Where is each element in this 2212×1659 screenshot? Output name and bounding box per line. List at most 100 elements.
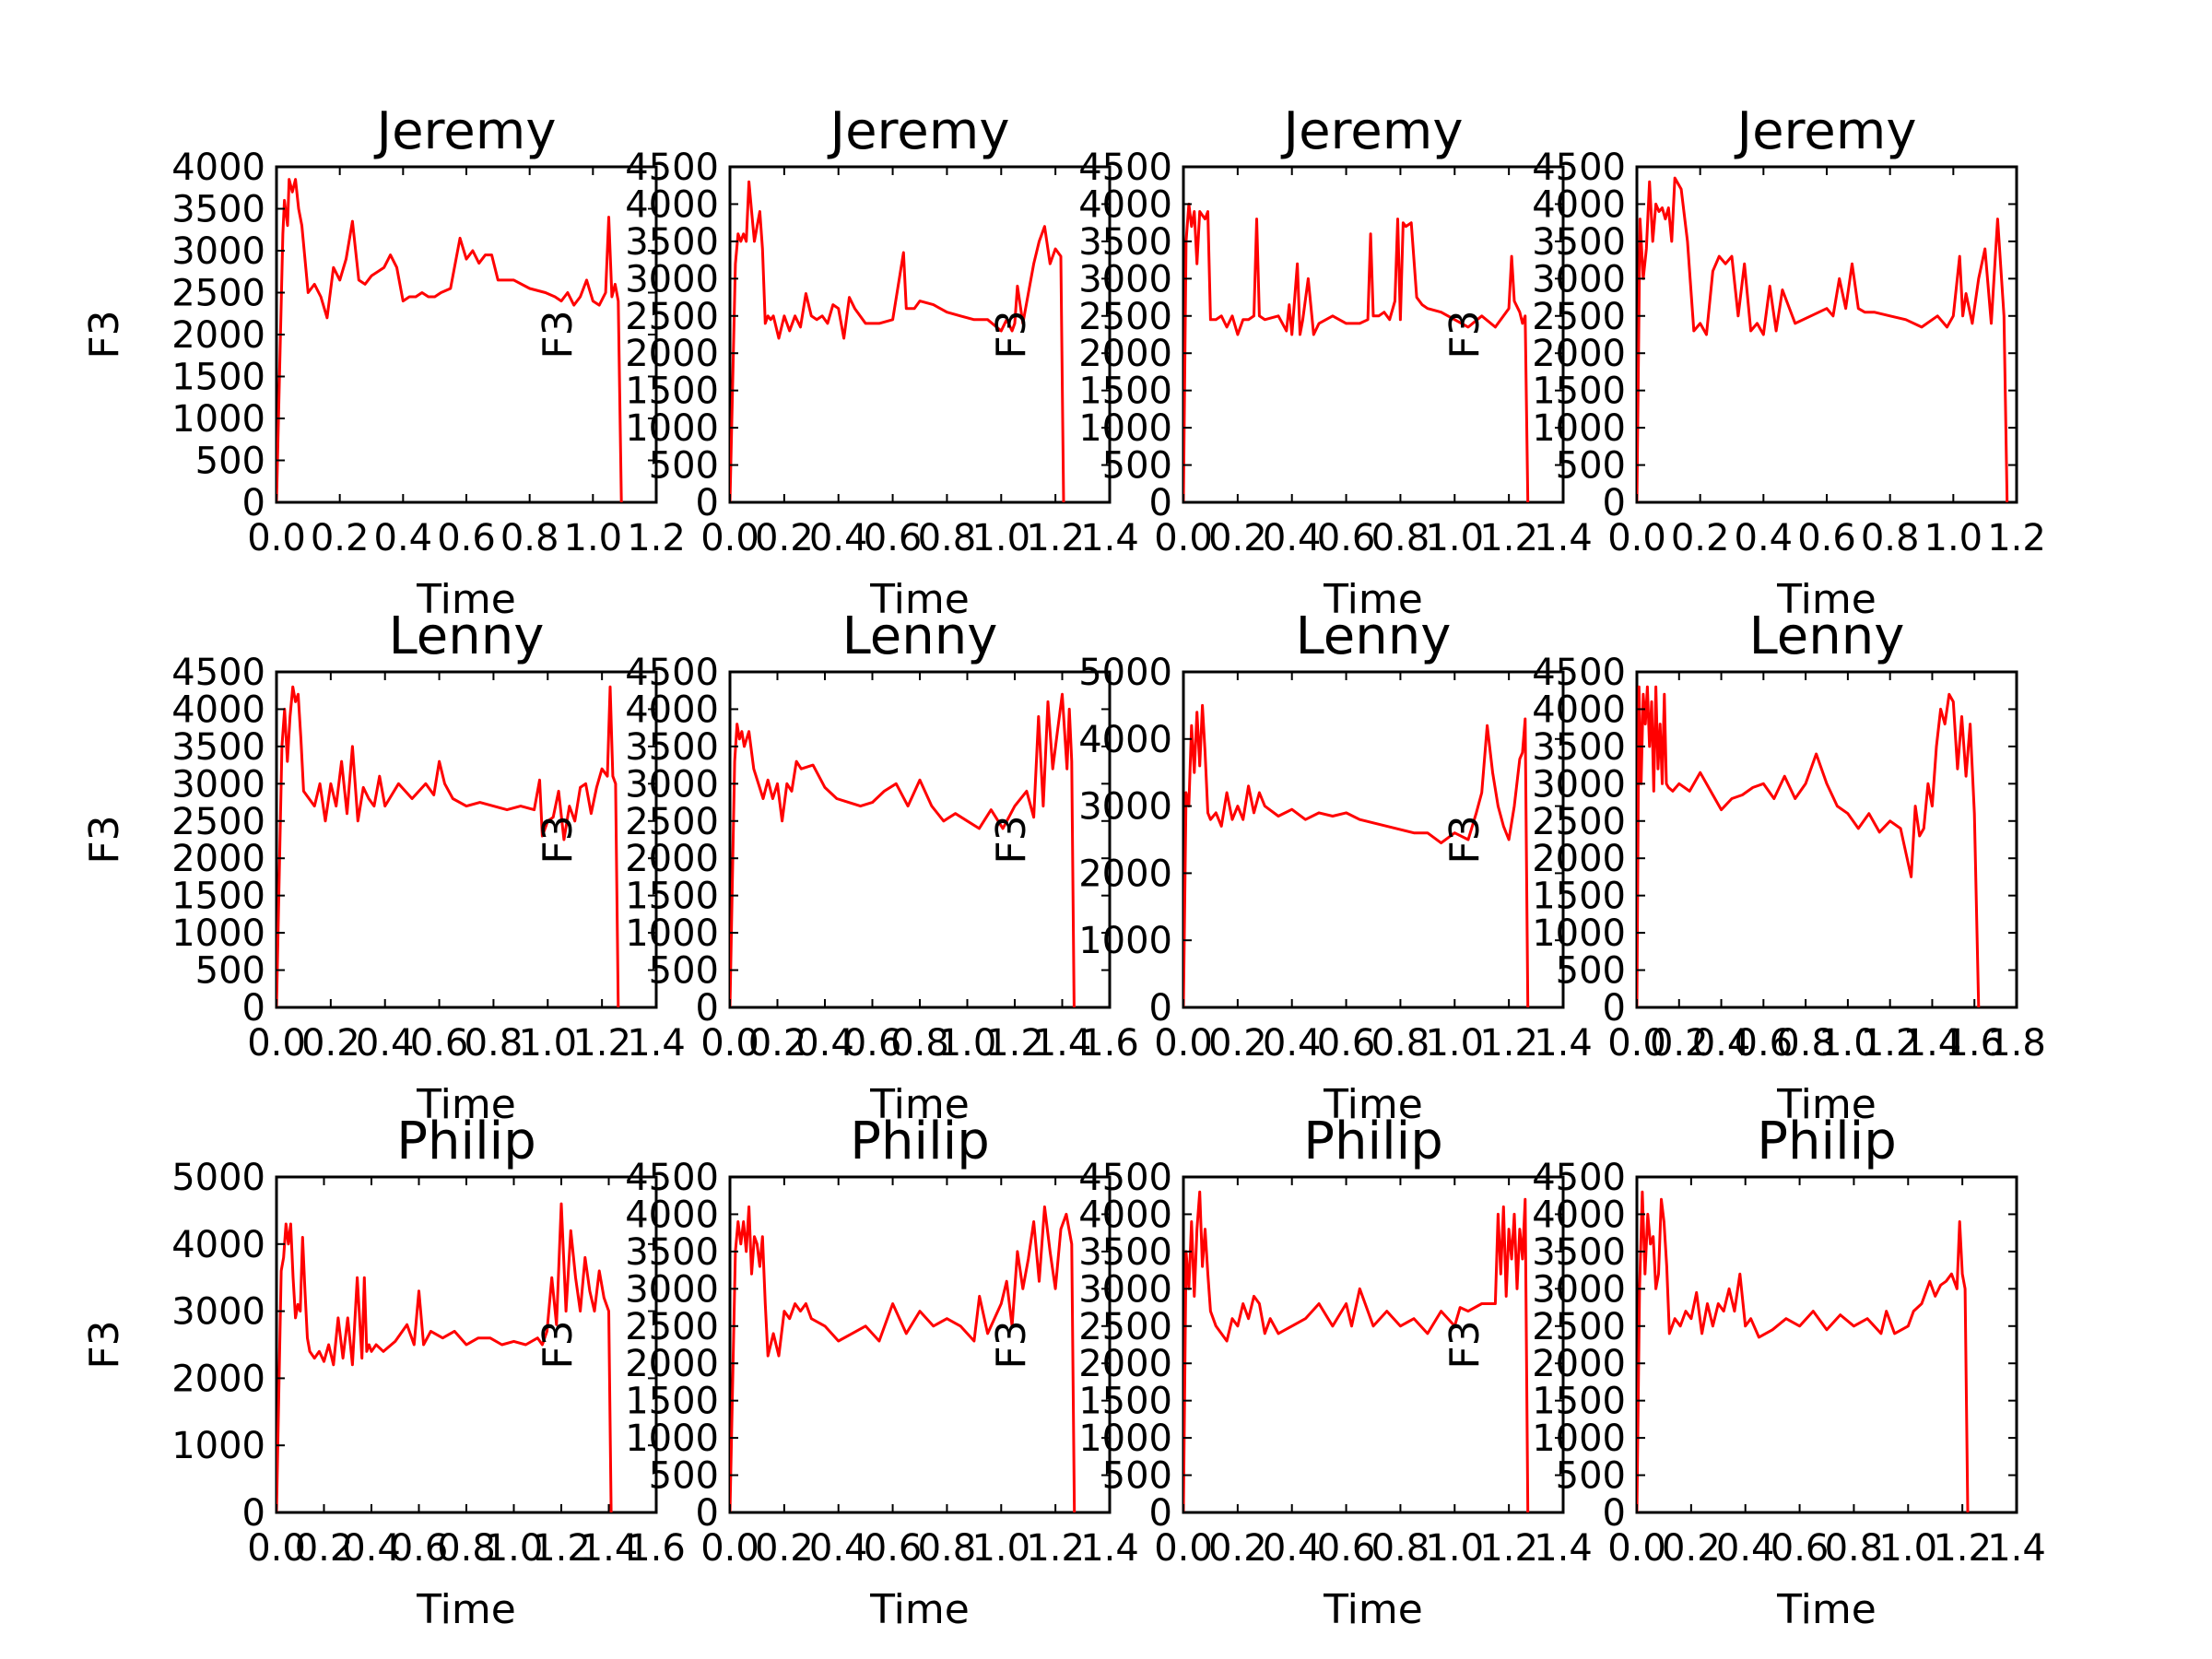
subplot-5-xtick-label-5: 0.8	[465, 1022, 524, 1065]
subplot-4-ytick-label-10: 4500	[1532, 147, 1626, 189]
subplot-9-ytick-label-1: 0	[242, 1492, 265, 1535]
subplot-12-ytick-label-10: 4500	[1532, 1157, 1626, 1199]
subplot-5-xtick-label-1: 0.0	[247, 1022, 306, 1065]
subplot-11-ytick-label-3: 1000	[1078, 1418, 1172, 1460]
subplot-1-ylabel: F3	[81, 310, 128, 359]
subplot-1-ytick-label-1: 0	[242, 482, 265, 524]
subplot-10-axes-frame	[728, 1175, 1112, 1514]
subplot-5-ytick-label-3: 1000	[171, 912, 265, 955]
subplot-11-xtick-label-8: 1.4	[1534, 1527, 1593, 1570]
subplot-9-xtick-label-4: 0.6	[390, 1527, 449, 1570]
subplot-11-xtick-label-1: 0.0	[1154, 1527, 1213, 1570]
subplot-10-ytick-label-3: 1000	[625, 1418, 719, 1460]
subplot-7-ytick-label-1: 0	[1149, 987, 1172, 1030]
subplot-10-ytick-label-7: 3000	[625, 1268, 719, 1311]
subplot-1-ytick-label-7: 3000	[171, 230, 265, 273]
subplot-3-ytick-label-3: 1000	[1078, 407, 1172, 450]
subplot-2-xtick-label-5: 0.8	[918, 517, 977, 559]
subplot-9-ytick-label-2: 1000	[171, 1425, 265, 1467]
subplot-11-ytick-label-6: 2500	[1078, 1306, 1172, 1348]
subplot-11-ytick-label-8: 3500	[1078, 1231, 1172, 1274]
subplot-1-axes-frame	[275, 165, 658, 504]
subplot-4-title: Jeremy	[1735, 101, 1917, 161]
subplot-11-ytick-label-4: 1500	[1078, 1381, 1172, 1423]
subplot-5-ytick-label-4: 1500	[171, 876, 265, 918]
subplot-2-axes-frame	[728, 165, 1112, 504]
subplot-5-xtick-label-8: 1.4	[627, 1022, 686, 1065]
subplot-5-xtick-label-6: 1.0	[518, 1022, 577, 1065]
subplot-6-ytick-label-4: 1500	[625, 876, 719, 918]
subplot-2-xtick-label-2: 0.2	[755, 517, 814, 559]
subplot-10-ytick-label-6: 2500	[625, 1306, 719, 1348]
subplot-12-ylabel: F3	[1441, 1320, 1488, 1369]
subplot-4-series-line-1	[1637, 176, 2009, 503]
subplot-3-ytick-label-4: 1500	[1078, 371, 1172, 413]
subplot-12-xtick-label-2: 0.2	[1662, 1527, 1721, 1570]
subplot-12-xtick-label-3: 0.4	[1716, 1527, 1775, 1570]
subplot-6-ytick-label-1: 0	[696, 987, 719, 1030]
subplot-1-ytick-label-3: 1000	[171, 398, 265, 441]
subplot-6-xtick-label-4: 0.6	[843, 1022, 902, 1065]
subplot-9-ylabel: F3	[81, 1320, 128, 1369]
subplot-11-ytick-label-5: 2000	[1078, 1343, 1172, 1385]
subplot-7-ylabel: F3	[988, 815, 1035, 864]
subplot-2-ytick-label-6: 2500	[625, 296, 719, 338]
subplot-3-ytick-label-10: 4500	[1078, 147, 1172, 189]
subplot-5-xtick-label-7: 1.2	[572, 1022, 631, 1065]
subplot-12-ytick-label-1: 0	[1603, 1492, 1626, 1535]
subplot-3-xtick-label-6: 1.0	[1425, 517, 1484, 559]
subplot-8-ytick-label-4: 1500	[1532, 876, 1626, 918]
subplot-9-xlabel: Time	[416, 1586, 516, 1633]
subplot-8-ytick-label-2: 500	[1556, 950, 1626, 993]
subplot-6-ytick-label-6: 2500	[625, 801, 719, 843]
subplot-7-series-line-1	[1183, 703, 1530, 1008]
subplot-7-xtick-label-7: 1.2	[1479, 1022, 1538, 1065]
subplot-10-ytick-label-10: 4500	[625, 1157, 719, 1199]
subplot-5-ylabel: F3	[81, 815, 128, 864]
subplot-10-xtick-label-5: 0.8	[918, 1527, 977, 1570]
subplot-8-xtick-label-10: 1.8	[1987, 1022, 2046, 1065]
subplot-3-xtick-label-4: 0.6	[1317, 517, 1376, 559]
subplot-4-ytick-label-6: 2500	[1532, 296, 1626, 338]
subplot-7-xtick-label-6: 1.0	[1425, 1022, 1484, 1065]
subplot-9-xtick-label-8: 1.4	[580, 1527, 639, 1570]
subplot-3-ytick-label-6: 2500	[1078, 296, 1172, 338]
subplot-8-ytick-label-3: 1000	[1532, 912, 1626, 955]
subplot-12-xtick-label-7: 1.2	[1933, 1527, 1992, 1570]
subplot-1-xtick-label-2: 0.2	[311, 517, 370, 559]
subplot-11-axes-frame	[1182, 1175, 1565, 1514]
subplot-2-ytick-label-7: 3000	[625, 258, 719, 300]
subplot-11: 0.00.20.40.60.81.01.21.40500100015002000…	[988, 1112, 1593, 1633]
subplot-2-xtick-label-3: 0.4	[809, 517, 868, 559]
subplot-1-xlabel: Time	[416, 576, 516, 623]
subplot-6-ytick-label-3: 1000	[625, 912, 719, 955]
subplot-5-xtick-label-3: 0.4	[356, 1022, 415, 1065]
subplot-2-ytick-label-4: 1500	[625, 371, 719, 413]
subplot-8-ytick-label-1: 0	[1603, 987, 1626, 1030]
subplot-5-ytick-label-7: 3000	[171, 763, 265, 806]
subplot-11-ytick-label-2: 500	[1102, 1455, 1172, 1498]
subplot-3-ylabel: F3	[988, 310, 1035, 359]
subplot-4-ytick-label-3: 1000	[1532, 407, 1626, 450]
subplot-4-ytick-label-2: 500	[1556, 445, 1626, 488]
subplot-6-ytick-label-8: 3500	[625, 726, 719, 769]
subplot-12-ytick-label-4: 1500	[1532, 1381, 1626, 1423]
subplot-6-xtick-label-5: 0.8	[890, 1022, 949, 1065]
subplot-8-xtick-label-4: 0.6	[1735, 1022, 1794, 1065]
subplot-10-xtick-label-7: 1.2	[1026, 1527, 1085, 1570]
subplot-9-xtick-label-2: 0.2	[295, 1527, 354, 1570]
subplot-1-xtick-label-7: 1.2	[627, 517, 686, 559]
subplot-6-axes-frame	[728, 670, 1112, 1009]
subplot-4: 0.0 0.2 0.4 0.6 0.8 1.0 1.20500100015002000250…	[1441, 101, 2046, 623]
subplot-9-series-line-1	[276, 1202, 613, 1513]
subplot-8-ytick-label-6: 2500	[1532, 801, 1626, 843]
subplot-12-xtick-label-6: 1.0	[1878, 1527, 1937, 1570]
subplot-4-ytick-label-5: 2000	[1532, 333, 1626, 375]
subplot-4-ytick-label-7: 3000	[1532, 258, 1626, 300]
subplot-6-xtick-label-3: 0.4	[795, 1022, 854, 1065]
subplot-5-ytick-label-8: 3500	[171, 726, 265, 769]
subplot-11-xtick-label-7: 1.2	[1479, 1527, 1538, 1570]
subplot-11-xtick-label-4: 0.6	[1317, 1527, 1376, 1570]
subplot-5-xtick-label-2: 0.2	[301, 1022, 360, 1065]
